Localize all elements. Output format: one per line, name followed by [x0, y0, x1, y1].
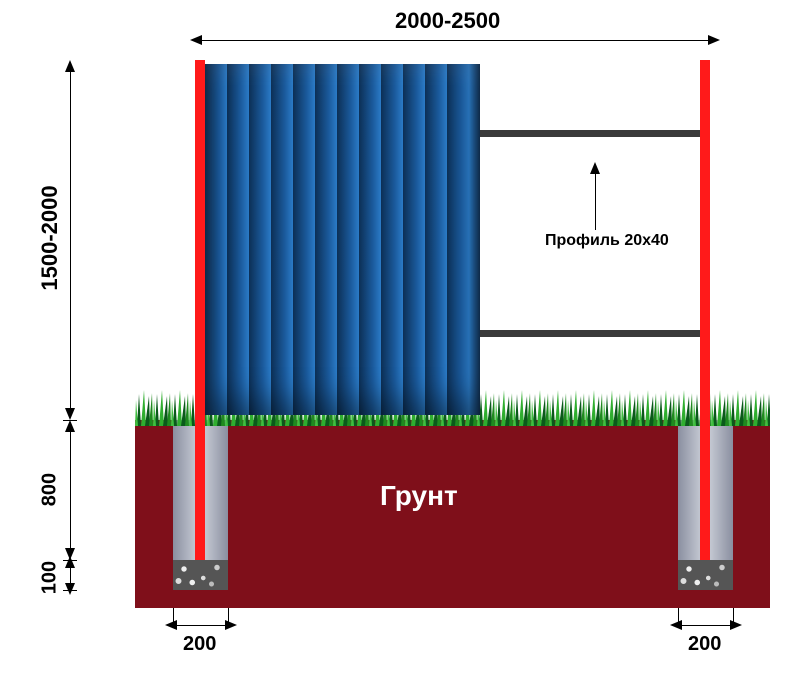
post-right [700, 60, 710, 560]
ground-label: Грунт [380, 480, 458, 512]
fence-panel [205, 64, 480, 415]
ground-block [135, 420, 770, 608]
dim-hole-right: 200 [688, 633, 721, 656]
gravel-right [678, 560, 733, 590]
fence-diagram: { "type": "infographic", "description": … [0, 0, 800, 674]
dim-hole-left: 200 [183, 633, 216, 656]
gravel-left [173, 560, 228, 590]
rail-bottom [480, 330, 700, 337]
post-left [195, 60, 205, 560]
profile-label: Профиль 20х40 [545, 232, 669, 250]
dim-height: 1500-2000 [37, 178, 63, 298]
dim-span: 2000-2500 [395, 8, 500, 34]
dim-100: 100 [39, 558, 62, 598]
dim-800: 800 [39, 470, 62, 510]
rail-top [480, 130, 700, 137]
